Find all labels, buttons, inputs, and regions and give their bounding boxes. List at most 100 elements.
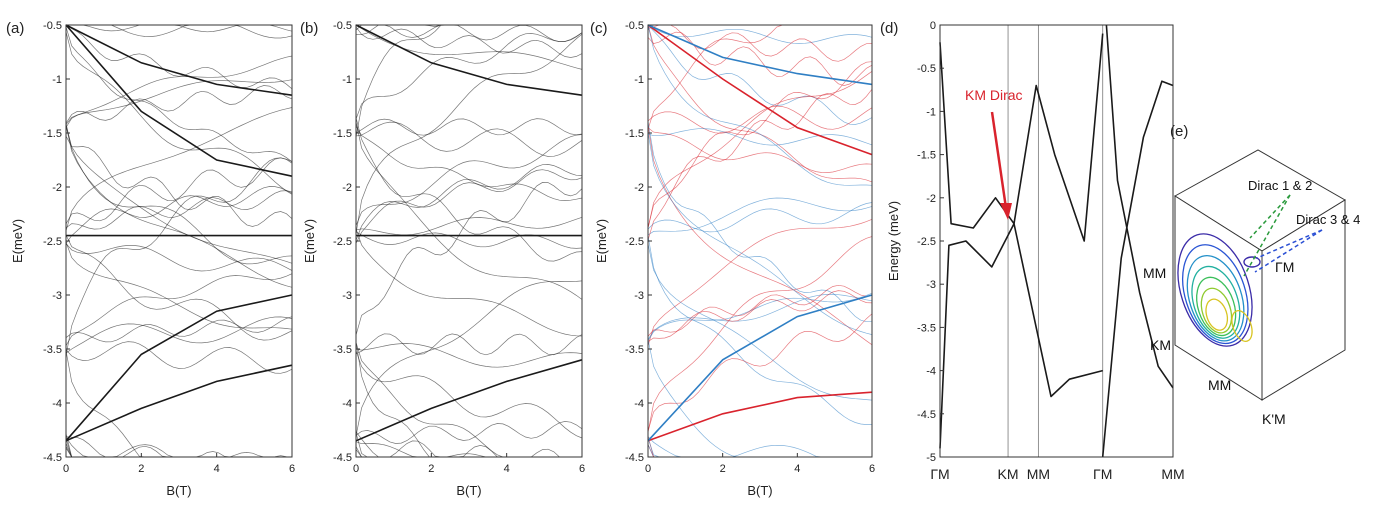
- panel-c-ticks: -0.5 -1 -1.5 -2 -2.5 -3 -3.5 -4 -4.50 2 4 6: [625, 20, 875, 475]
- y-tick-label: -3.5: [43, 344, 62, 356]
- spectrum-line: [355, 449, 582, 458]
- contour-line: [1200, 287, 1233, 334]
- y-tick-label: -5: [926, 452, 936, 464]
- spectrum-line: [647, 436, 872, 458]
- spectrum-line: [647, 436, 872, 458]
- spectrum-line: [355, 169, 583, 244]
- spectrum-line: [355, 421, 583, 444]
- spectrum-line: [65, 157, 293, 356]
- y-tick-label: -1: [52, 74, 62, 86]
- series-line: [647, 24, 873, 86]
- spectrum-line: [647, 290, 873, 342]
- band-line: [939, 222, 1103, 449]
- spectrum-line: [647, 444, 872, 458]
- spectrum-line: [355, 125, 583, 201]
- spectrum-line: [647, 127, 873, 173]
- y-tick-label: -1: [342, 74, 352, 86]
- y-tick-label: -1.5: [333, 128, 352, 140]
- spectrum-line: [647, 88, 873, 241]
- spectrum-line: [65, 79, 293, 125]
- x-tick-label: 0: [645, 463, 651, 475]
- y-tick-label: -2.5: [43, 236, 62, 248]
- x-tick-label: 4: [504, 463, 510, 475]
- series-line: [65, 294, 293, 442]
- spectrum-line: [355, 164, 583, 241]
- spectrum-line: [65, 241, 293, 330]
- y-tick-label: -0.5: [625, 20, 644, 32]
- dirac12-arrow-b: [1243, 194, 1291, 277]
- y-tick-label: 0: [930, 20, 936, 32]
- series-line: [355, 359, 583, 442]
- y-tick-label: -1.5: [917, 150, 936, 162]
- spectrum-line: [65, 24, 293, 90]
- spectrum-line: [647, 236, 873, 433]
- spectrum-line: [355, 432, 582, 458]
- spectrum-line: [647, 197, 873, 236]
- spectrum-line: [647, 218, 873, 347]
- spectrum-line: [355, 231, 583, 249]
- y-tick-label: -3.5: [625, 344, 644, 356]
- y-tick-label: -3: [634, 290, 644, 302]
- spectrum-line: [647, 24, 873, 44]
- spectrum-line: [647, 284, 873, 337]
- spectrum-line: [647, 313, 873, 432]
- spectrum-line: [355, 26, 583, 58]
- spectrum-line: [65, 442, 292, 458]
- contour-line: [1177, 233, 1253, 347]
- panel-c-xlabel: B(T): [747, 483, 772, 498]
- spectrum-line: [355, 117, 583, 262]
- panel-a-ylabel: E(meV): [10, 219, 25, 263]
- spectrum-line: [65, 190, 293, 230]
- panel-a-ticks: -0.5 -1 -1.5 -2 -2.5 -3 -3.5 -4 -4.50 2 4 6: [43, 20, 295, 475]
- spectrum-line: [355, 118, 583, 136]
- spectrum-line: [65, 135, 293, 227]
- spectrum-line: [355, 121, 583, 300]
- series-line: [647, 294, 873, 442]
- x-tick-label: 6: [869, 463, 875, 475]
- contour-line: [1205, 298, 1229, 331]
- spectrum-line: [355, 182, 583, 336]
- x-tick-label: 2: [720, 463, 726, 475]
- spectrum-line: [647, 31, 873, 86]
- panel-b-ticks: -0.5 -1 -1.5 -2 -2.5 -3 -3.5 -4 -4.50 2 4 6: [333, 20, 585, 475]
- panel-a-plot: -0.5 -1 -1.5 -2 -2.5 -3 -3.5 -4 -4.50 2 4 6 B(T) E(…: [10, 20, 295, 498]
- dirac34-label: Dirac 3 & 4: [1296, 212, 1360, 227]
- spectrum-line: [355, 446, 582, 458]
- panel-label-b: (b): [300, 20, 318, 37]
- y-tick-label: -1.5: [43, 128, 62, 140]
- spectrum-line: [65, 26, 293, 163]
- k-point-label: KM: [998, 466, 1019, 482]
- spectrum-line: [65, 341, 293, 374]
- y-tick-label: -4: [634, 398, 644, 410]
- series-line: [647, 391, 873, 442]
- y-tick-label: -2: [634, 182, 644, 194]
- y-tick-label: -2.5: [333, 236, 352, 248]
- spectrum-line: [355, 280, 583, 437]
- panel-d-ticks: 0 -0.5 -1 -1.5 -2 -2.5 -3 -3.5 -4 -4.5 -5 ΓM KM MM ΓM M…: [917, 20, 1185, 482]
- spectrum-line: [65, 316, 293, 343]
- band-line: [1101, 80, 1174, 458]
- spectrum-line: [647, 444, 872, 458]
- x-tick-label: 6: [289, 463, 295, 475]
- band-line: [939, 33, 1104, 242]
- y-tick-label: -2: [52, 182, 62, 194]
- spectrum-line: [65, 157, 293, 225]
- series-line: [647, 24, 873, 156]
- panel-e-plot: Dirac 1 & 2 Dirac 3 & 4 MM KM MM K'M ΓM: [1143, 149, 1360, 427]
- spectrum-line: [647, 61, 873, 228]
- spectrum-line: [355, 121, 583, 157]
- y-tick-label: -3: [52, 290, 62, 302]
- panel-label-d: (d): [880, 20, 898, 37]
- spectrum-line: [65, 123, 293, 265]
- contour-line: [1191, 265, 1241, 339]
- y-tick-label: -4: [926, 366, 936, 378]
- spectrum-line: [355, 228, 583, 337]
- contour-line: [1231, 310, 1253, 342]
- panel-c-plot: -0.5 -1 -1.5 -2 -2.5 -3 -3.5 -4 -4.50 2 4 6 B(T) E(…: [594, 20, 875, 498]
- y-tick-label: -4.5: [625, 452, 644, 464]
- spectrum-line: [647, 24, 873, 62]
- y-tick-label: -2: [342, 182, 352, 194]
- contour-line: [1196, 276, 1237, 337]
- spectrum-line: [355, 24, 583, 70]
